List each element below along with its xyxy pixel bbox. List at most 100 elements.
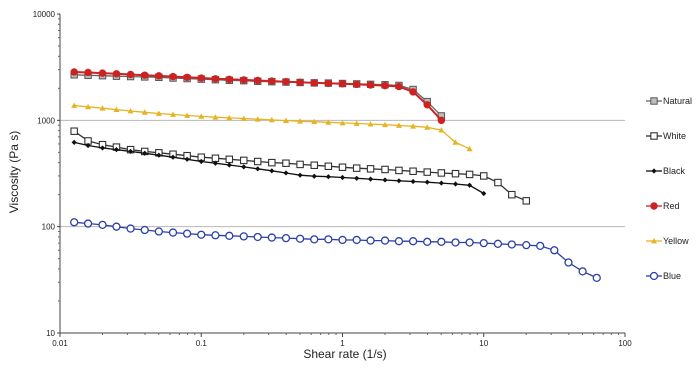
data-point-red <box>225 75 234 84</box>
data-point-blue <box>281 233 291 243</box>
data-point-blue <box>211 231 220 240</box>
data-point-blue <box>197 230 206 239</box>
legend-marker-yellow <box>651 238 657 244</box>
data-point-yellow <box>254 116 261 122</box>
data-point-yellow <box>184 112 191 118</box>
series-red <box>70 68 446 125</box>
x-tick-label: 10 <box>479 339 488 348</box>
data-point-black <box>156 152 162 158</box>
data-point-red <box>324 79 333 87</box>
data-point-black <box>382 177 388 183</box>
data-point-black <box>311 173 317 179</box>
data-point-black <box>452 181 459 187</box>
data-point-black <box>226 162 232 168</box>
data-point-blue <box>423 237 432 246</box>
legend-item-yellow: Yellow <box>646 236 689 246</box>
data-point-red <box>282 77 290 86</box>
data-point-white <box>409 167 417 176</box>
data-point-red <box>254 76 262 85</box>
data-point-black <box>367 176 374 182</box>
data-point-black <box>466 182 473 188</box>
data-point-yellow <box>282 117 289 123</box>
data-point-white <box>338 163 347 172</box>
data-point-black <box>283 170 289 176</box>
data-point-white <box>268 158 276 167</box>
data-point-blue <box>140 225 149 235</box>
data-point-white <box>395 166 403 175</box>
data-point-black <box>142 150 148 156</box>
data-point-yellow <box>99 105 106 111</box>
data-point-red <box>338 80 347 88</box>
data-point-blue <box>507 240 516 249</box>
data-point-red <box>395 82 403 91</box>
data-point-blue <box>182 229 192 238</box>
data-point-blue <box>324 235 333 244</box>
data-point-blue <box>479 238 488 248</box>
data-point-yellow <box>297 118 304 124</box>
legend-marker-white <box>650 132 658 140</box>
legend-label: White <box>663 131 686 141</box>
data-point-white <box>381 165 389 174</box>
data-point-blue <box>239 232 248 241</box>
data-point-black <box>85 142 91 149</box>
data-point-blue <box>253 232 262 242</box>
data-point-yellow <box>382 121 389 128</box>
data-point-yellow <box>353 120 360 126</box>
data-point-blue <box>352 235 361 245</box>
data-point-white <box>324 162 333 170</box>
data-point-red <box>409 88 417 96</box>
data-point-black <box>410 178 416 185</box>
data-point-red <box>240 76 248 84</box>
data-point-yellow <box>325 119 332 125</box>
data-point-yellow <box>410 123 417 129</box>
legend-item-white: White <box>646 131 686 141</box>
series-yellow <box>71 102 473 152</box>
data-point-white <box>437 169 446 177</box>
axis-layer: 10 100 1000 10000 0.01 0.1 1 10 100 <box>33 10 632 348</box>
y-tick-label: 1000 <box>37 116 55 125</box>
data-point-red <box>155 72 163 80</box>
data-point-black <box>297 172 303 178</box>
data-point-blue <box>394 237 404 246</box>
data-point-blue <box>578 267 587 276</box>
legend-label: Blue <box>663 271 681 281</box>
series-white <box>70 127 531 205</box>
x-tick-label: 100 <box>618 339 632 348</box>
data-point-red <box>437 116 446 125</box>
data-point-white <box>296 160 304 169</box>
data-point-blue <box>380 236 390 245</box>
data-point-blue <box>564 258 573 267</box>
data-point-yellow <box>127 107 134 114</box>
data-point-blue <box>536 241 545 251</box>
data-point-blue <box>437 237 446 246</box>
series-black <box>71 139 487 197</box>
legend-item-black: Black <box>646 166 686 176</box>
legend-item-natural: Natural <box>646 96 692 106</box>
data-point-black <box>212 160 219 166</box>
data-point-blue <box>168 228 178 237</box>
data-point-black <box>71 139 77 146</box>
data-point-black <box>438 180 444 186</box>
data-point-white <box>310 161 319 170</box>
data-point-white <box>211 154 220 162</box>
legend-label: Natural <box>663 96 692 106</box>
data-point-red <box>98 69 107 77</box>
data-point-blue <box>550 246 559 255</box>
x-tick-label: 1 <box>340 339 345 348</box>
legend-marker-red <box>650 202 658 210</box>
data-point-yellow <box>226 114 233 121</box>
data-point-white <box>522 197 531 205</box>
series-line-blue <box>74 221 598 279</box>
data-point-red <box>296 78 304 86</box>
data-point-black <box>255 166 261 172</box>
data-point-blue <box>112 222 121 231</box>
data-point-yellow <box>113 106 120 113</box>
data-point-blue <box>451 238 460 247</box>
data-point-blue <box>338 235 347 245</box>
data-point-blue <box>267 233 276 242</box>
data-point-black <box>184 156 190 162</box>
grid-layer <box>60 119 625 228</box>
y-tick-label: 100 <box>42 223 56 232</box>
data-point-red <box>112 70 121 78</box>
